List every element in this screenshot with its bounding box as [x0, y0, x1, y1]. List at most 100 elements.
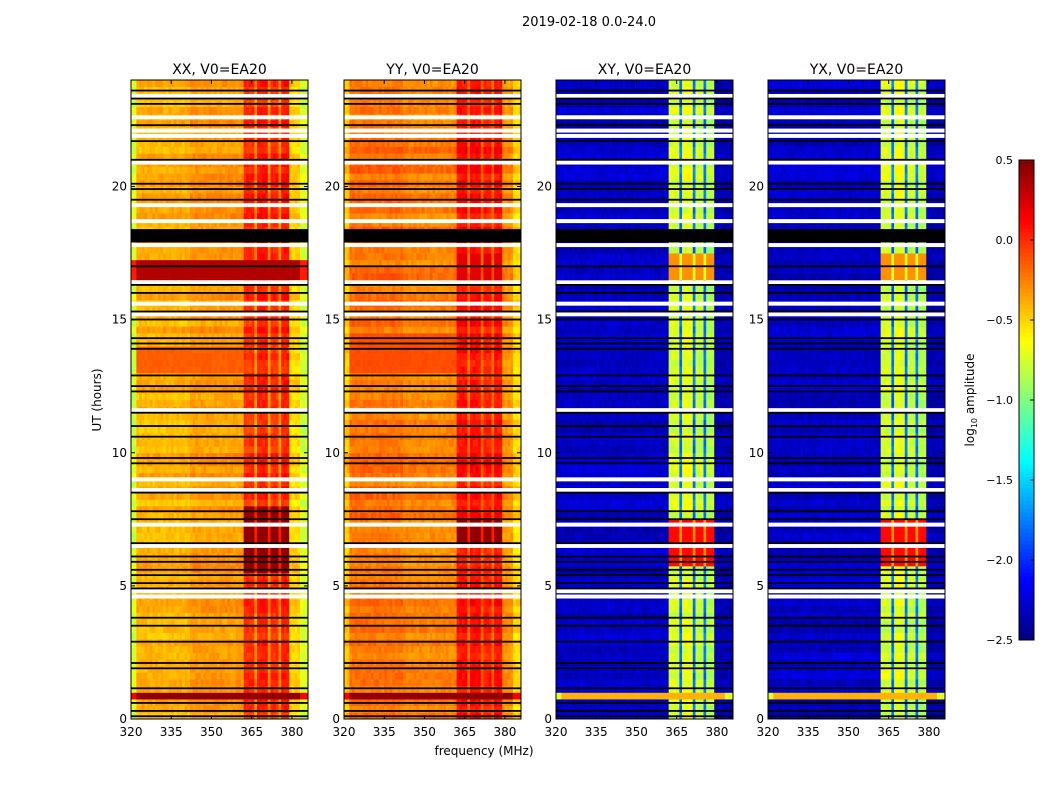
heatmap-cell [203, 452, 207, 460]
heatmap-cell [216, 319, 220, 327]
heatmap-cell [230, 665, 234, 673]
heatmap-cell [168, 512, 172, 520]
heatmap-cell [190, 705, 194, 713]
heatmap-cell [141, 326, 145, 334]
heatmap-cell [299, 366, 304, 374]
heatmap-cell [235, 392, 239, 400]
heatmap-cell [238, 506, 242, 514]
heatmap-cell [249, 446, 253, 454]
heatmap-cell [149, 273, 153, 281]
heatmap-cell [265, 412, 269, 420]
heatmap-cell [219, 512, 223, 520]
heatmap-cell [144, 639, 148, 647]
heatmap-cell [192, 652, 196, 660]
heatmap-cell [144, 506, 148, 514]
heatmap-cell [227, 532, 231, 540]
heatmap-cell [257, 386, 261, 394]
heatmap-cell [243, 346, 247, 354]
heatmap-cell [149, 679, 153, 687]
heatmap-cell [214, 632, 218, 640]
heatmap-cell [179, 306, 183, 314]
heatmap-cell [144, 605, 148, 613]
heatmap-cell [157, 692, 161, 700]
heatmap-cell [152, 306, 156, 314]
heatmap-cell [171, 293, 175, 301]
heatmap-cell [147, 506, 151, 514]
heatmap-cell [190, 619, 194, 627]
heatmap-cell [173, 446, 177, 454]
heatmap-cell [200, 419, 204, 427]
heatmap-cell [297, 372, 301, 380]
heatmap-cell [157, 679, 161, 687]
heatmap-cell [144, 412, 148, 420]
heatmap-cell [152, 645, 156, 653]
heatmap-cell [299, 545, 304, 553]
heatmap-cell [176, 319, 180, 327]
heatmap-cell [243, 273, 247, 281]
heatmap-cell [259, 492, 263, 500]
heatmap-cell [168, 399, 172, 407]
heatmap-cell [216, 705, 220, 713]
heatmap-cell [270, 692, 274, 700]
heatmap-cell [273, 312, 277, 321]
heatmap-cell [297, 253, 301, 261]
heatmap-cell [294, 352, 298, 360]
heatmap-cell [243, 246, 247, 254]
heatmap-cell [289, 625, 293, 633]
heatmap-cell [281, 392, 285, 400]
heatmap-cell [131, 672, 135, 680]
heatmap-cell [181, 632, 186, 640]
heatmap-cell [291, 545, 295, 553]
heatmap-cell [176, 679, 180, 687]
heatmap-cell [133, 372, 137, 380]
heatmap-cell [222, 346, 226, 354]
heatmap-cell [155, 426, 159, 434]
heatmap-cell [139, 346, 143, 354]
heatmap-cell [184, 359, 188, 367]
heatmap-cell [278, 359, 282, 367]
heatmap-cell [305, 466, 309, 474]
heatmap-cell [286, 599, 290, 607]
heatmap-cell [168, 545, 172, 553]
heatmap-cell [230, 625, 234, 633]
heatmap-cell [289, 366, 293, 374]
heatmap-cell [294, 632, 298, 640]
heatmap-cell [249, 399, 253, 407]
heatmap-cell [200, 472, 204, 480]
heatmap-cell [171, 605, 175, 613]
heatmap-cell [273, 246, 277, 254]
heatmap-cell [273, 705, 277, 713]
heatmap-cell [179, 346, 183, 354]
heatmap-cell [133, 426, 137, 434]
heatmap-cell [206, 619, 210, 627]
heatmap-cell [203, 312, 207, 321]
heatmap-cell [203, 386, 207, 394]
heatmap-cell [219, 672, 223, 680]
heatmap-cell [232, 412, 236, 420]
heatmap-cell [305, 705, 309, 713]
heatmap-cell [206, 293, 210, 301]
heatmap-cell [251, 332, 255, 340]
heatmap-cell [222, 386, 226, 394]
heatmap-cell [157, 639, 161, 647]
heatmap-cell [155, 246, 159, 254]
heatmap-cell [152, 492, 156, 500]
heatmap-cell [133, 599, 137, 607]
heatmap-cell [200, 532, 204, 540]
heatmap-cell [297, 532, 301, 540]
heatmap-cell [216, 346, 220, 354]
heatmap-cell [133, 665, 137, 673]
heatmap-cell [131, 652, 135, 660]
heatmap-cell [224, 479, 228, 487]
heatmap-cell [249, 705, 253, 713]
heatmap-cell [273, 399, 277, 407]
heatmap-cell [184, 499, 188, 507]
heatmap-cell [200, 346, 204, 354]
heatmap-cell [246, 532, 250, 540]
heatmap-cell [200, 632, 204, 640]
heatmap-cell [160, 392, 164, 400]
heatmap-cell [265, 452, 269, 460]
heatmap-cell [181, 392, 186, 400]
heatmap-cell [160, 512, 164, 520]
heatmap-cell [181, 359, 186, 367]
